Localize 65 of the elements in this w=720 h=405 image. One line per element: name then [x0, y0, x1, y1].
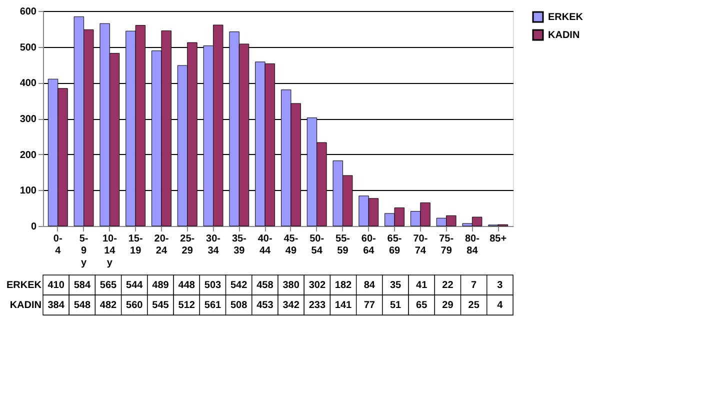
data-label: 565 [100, 280, 118, 291]
data-label: 482 [100, 300, 118, 311]
x-tick-label: 85+ [490, 234, 507, 244]
data-label: 410 [48, 280, 65, 291]
data-label: 22 [442, 280, 454, 291]
x-tick-label: 75-79 [439, 234, 454, 256]
data-label: 448 [178, 280, 196, 291]
data-label: 384 [48, 300, 65, 311]
data-label: 508 [230, 300, 248, 311]
x-tick-label: 45-49 [284, 234, 298, 256]
x-tick-label: 70-74 [413, 234, 428, 256]
y-tick-label: 400 [20, 78, 37, 90]
data-label: 302 [308, 280, 326, 291]
legend-label: KADIN [548, 30, 580, 41]
x-tick-label: 5-9 y [79, 234, 88, 268]
data-label: 29 [442, 300, 454, 311]
data-label: 7 [471, 280, 478, 291]
x-tick-label: 25-29 [180, 234, 195, 256]
legend-label: ERKEK [548, 12, 584, 23]
x-tick-label: 60-64 [361, 234, 376, 256]
y-tick-label: 500 [20, 42, 37, 54]
data-label: 453 [256, 300, 274, 311]
data-label: 561 [204, 300, 222, 311]
data-label: 35 [390, 280, 402, 291]
data-label: 544 [126, 280, 144, 291]
data-label: 77 [364, 300, 376, 311]
x-tick-label: 80-84 [464, 234, 480, 256]
x-tick-label: 55-59 [336, 234, 350, 256]
x-tick-label: 40-44 [258, 234, 272, 256]
x-tick-label: 65-69 [387, 234, 402, 256]
data-label: 548 [74, 300, 91, 311]
data-label: 342 [282, 300, 300, 311]
data-label: 545 [152, 300, 170, 311]
data-label: 458 [256, 280, 274, 291]
data-label: 25 [468, 300, 480, 311]
text: ERKEK [6, 280, 42, 291]
data-label: 584 [74, 280, 91, 291]
y-tick-label: 200 [20, 150, 37, 161]
data-label: 560 [126, 300, 144, 311]
data-label: 65 [416, 300, 428, 311]
data-label: 233 [308, 300, 326, 311]
x-tick-label: 10-14 y [102, 234, 117, 268]
data-label: 51 [390, 300, 402, 311]
data-label: 380 [282, 280, 300, 291]
y-tick-label: 300 [20, 114, 37, 125]
data-label: 542 [230, 280, 248, 291]
data-label: 3 [497, 280, 504, 291]
y-tick-label: 0 [30, 222, 37, 232]
data-label: 489 [152, 280, 170, 291]
data-label: 182 [334, 280, 352, 291]
data-label: 512 [178, 300, 196, 311]
x-tick-label: 50-54 [310, 234, 324, 256]
data-label: 84 [364, 280, 376, 291]
x-tick-label: 20-24 [154, 234, 169, 256]
data-label: 4 [497, 300, 504, 311]
data-label: 503 [204, 280, 222, 291]
x-tick-label: 35-39 [232, 234, 246, 256]
x-tick-label: 30-34 [206, 234, 220, 256]
y-tick-label: 100 [20, 186, 37, 197]
data-label: 141 [334, 300, 352, 311]
x-tick-label: 0-4 [53, 234, 62, 256]
text: KADIN [10, 300, 42, 311]
x-tick-label: 15-19 [128, 234, 143, 256]
data-label: 41 [416, 280, 428, 291]
y-tick-label: 600 [20, 6, 37, 18]
